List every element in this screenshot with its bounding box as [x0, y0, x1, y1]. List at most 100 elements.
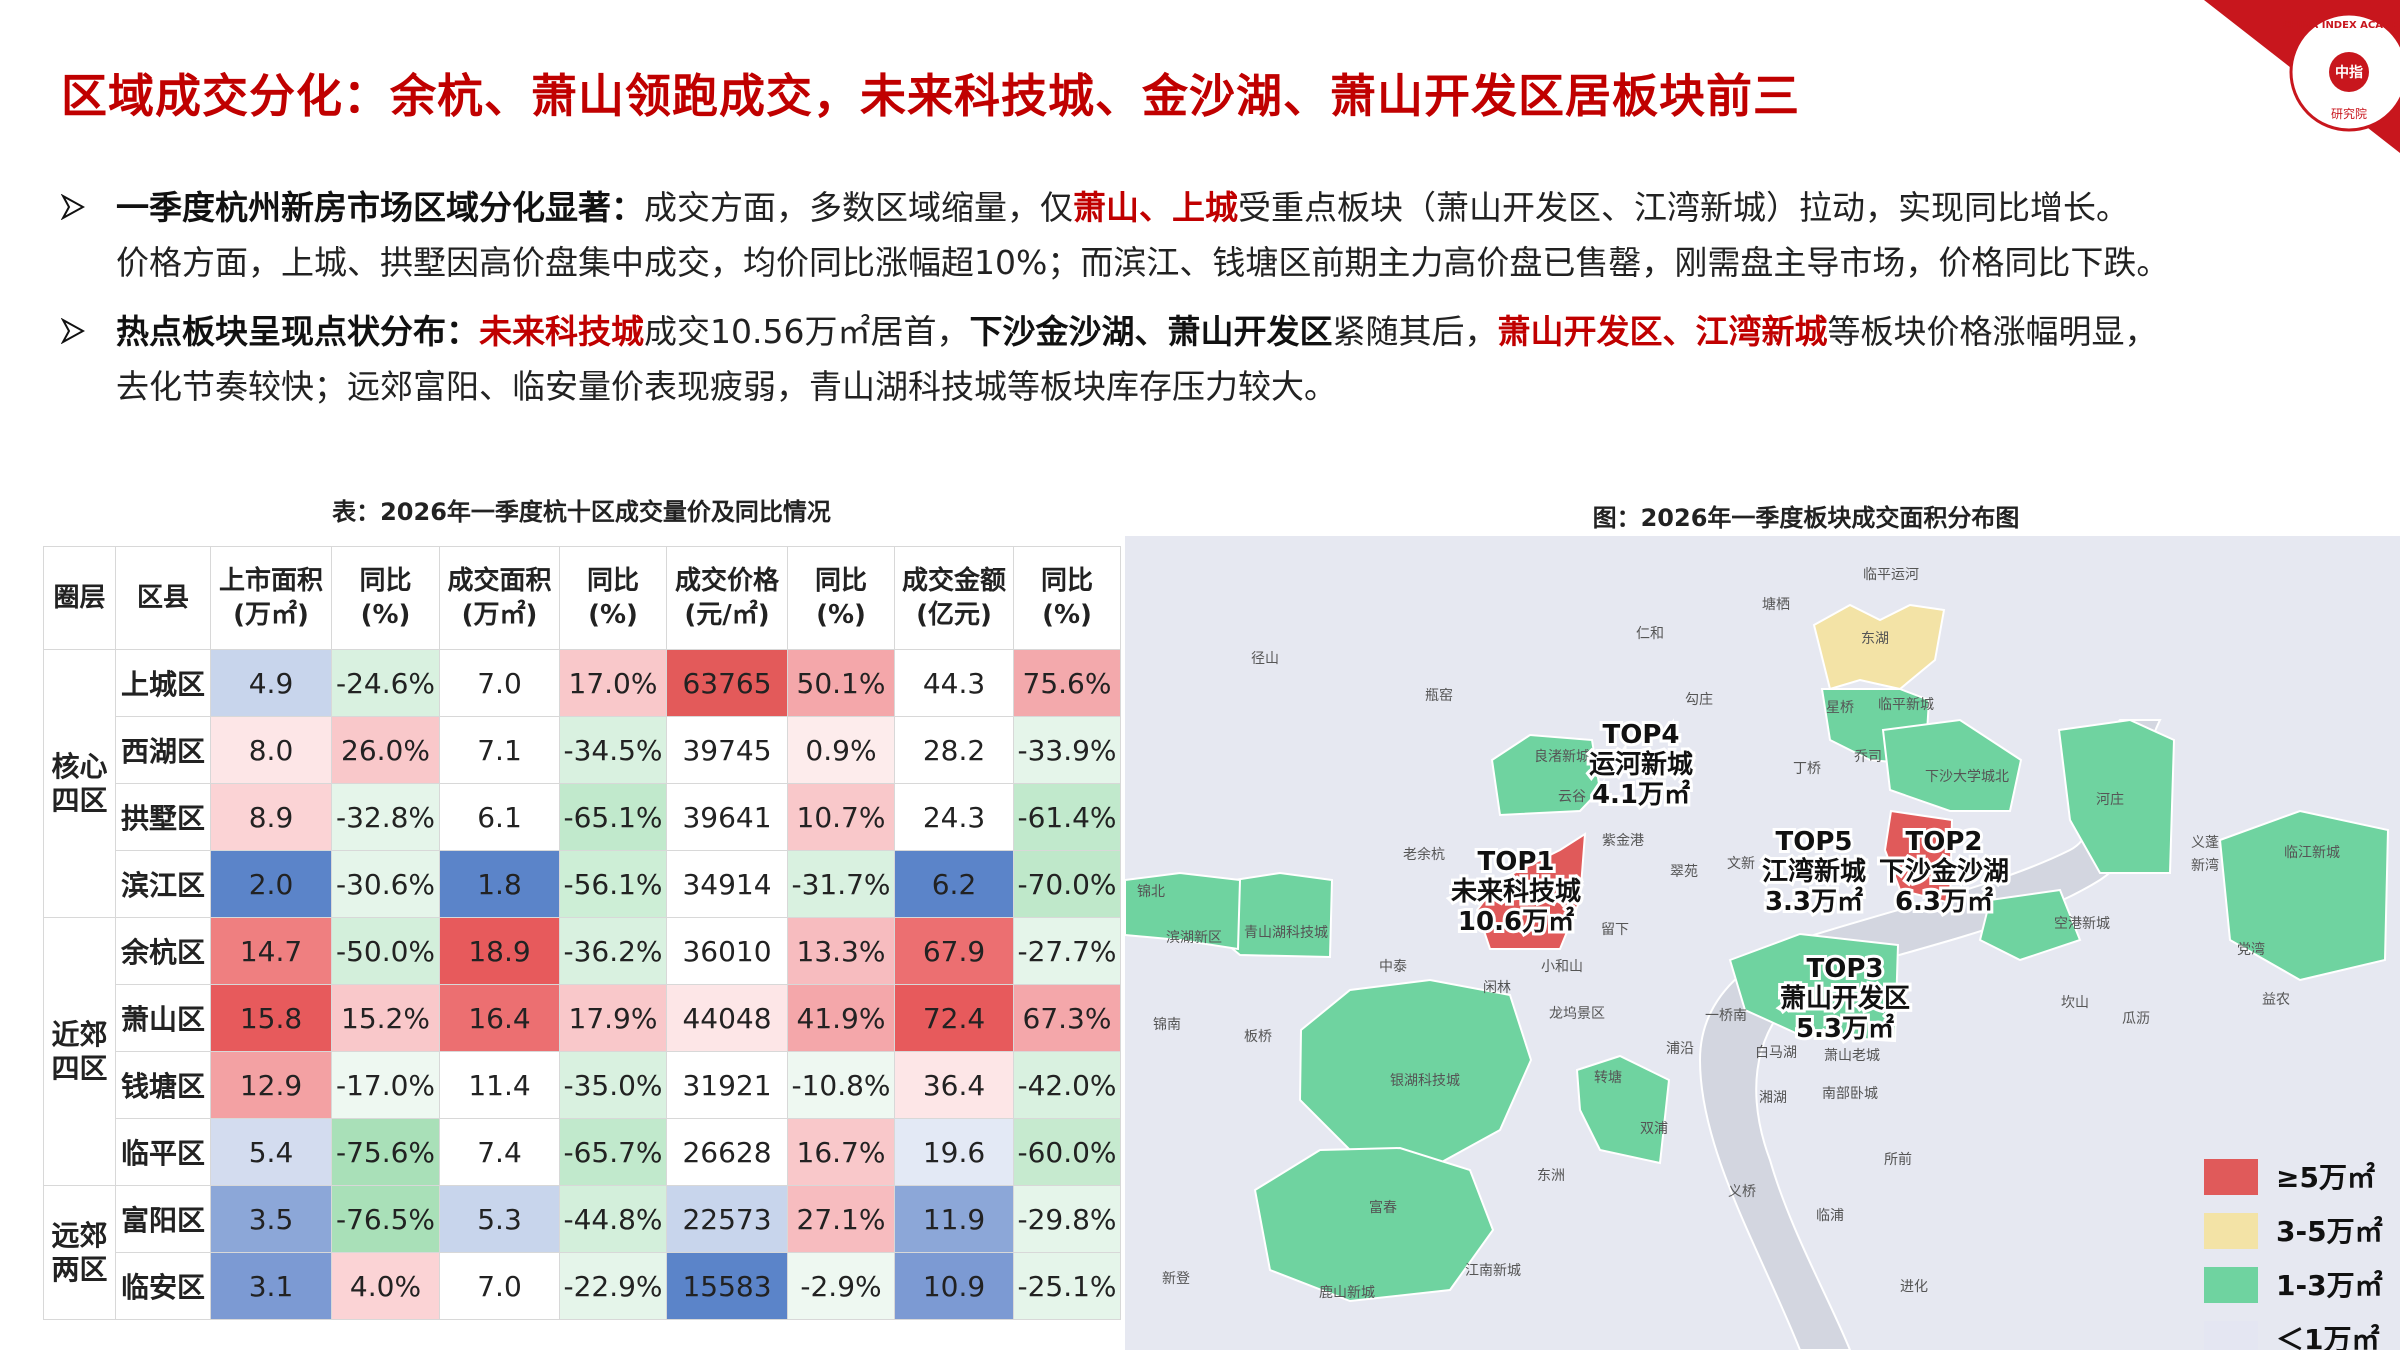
- value-cell: 44.3: [894, 649, 1014, 717]
- region-red: [1475, 832, 1587, 950]
- legend-label: 3-5万㎡: [2276, 1215, 2383, 1248]
- top-label: 6.3万㎡: [1895, 886, 1993, 917]
- region-green: [2057, 718, 2176, 874]
- place-label: 文新: [1727, 856, 1755, 872]
- place-label: 临平新城: [1878, 697, 1934, 713]
- value-cell: 27.1%: [787, 1185, 895, 1253]
- bullet-line: 价格方面，上城、拱墅因高价盘集中成交，均价同比涨幅超10%；而滨江、钱塘区前期主…: [116, 235, 2361, 290]
- header-cell: 同比 (%): [331, 546, 440, 650]
- value-cell: -30.6%: [331, 850, 440, 918]
- header-text: 同比: [359, 566, 412, 596]
- value-cell: -17.0%: [331, 1051, 440, 1119]
- district-cell: 临安区: [115, 1252, 211, 1320]
- place-label: 义桥: [1728, 1184, 1756, 1200]
- place-label: 径山: [1251, 651, 1279, 667]
- header-cell: 同比 (%): [787, 546, 895, 650]
- value-cell: -36.2%: [559, 917, 667, 985]
- value-cell: 7.4: [439, 1118, 560, 1186]
- value-cell: 10.7%: [787, 783, 895, 851]
- place-label: 闲林: [1483, 980, 1511, 996]
- value-cell: 8.0: [210, 716, 332, 784]
- place-label: 勾庄: [1685, 691, 1713, 708]
- place-label: 临江新城: [2284, 845, 2340, 861]
- place-label: 滨湖新区: [1166, 930, 1222, 946]
- text-segment: 萧山、上城: [1073, 188, 1238, 227]
- district-cell: 临平区: [115, 1118, 211, 1186]
- value-cell: -70.0%: [1013, 850, 1121, 918]
- place-label: 下沙大学城北: [1925, 769, 2009, 785]
- place-label: 白马湖: [1755, 1045, 1797, 1061]
- header-text: (%): [360, 600, 411, 630]
- region-green: [2218, 809, 2390, 982]
- value-cell: 14.7: [210, 917, 332, 985]
- place-label: 瓶窑: [1425, 687, 1453, 704]
- group-cell: 核心 四区: [43, 649, 116, 918]
- text-segment: 萧山开发区、江湾新城: [1497, 312, 1828, 351]
- value-cell: 67.3%: [1013, 984, 1121, 1052]
- district-cell: 萧山区: [115, 984, 211, 1052]
- value-cell: -42.0%: [1013, 1051, 1121, 1119]
- region-green: [1125, 871, 1242, 951]
- value-cell: 4.0%: [331, 1252, 440, 1320]
- value-cell: -29.8%: [1013, 1185, 1121, 1253]
- group-text: 近郊: [51, 1017, 108, 1051]
- value-cell: 11.9: [894, 1185, 1014, 1253]
- logo-mark: 中指: [2335, 64, 2363, 81]
- map-regions: [1125, 603, 2390, 1350]
- district-cell: 余杭区: [115, 917, 211, 985]
- header-cell: 圈层: [43, 546, 116, 650]
- data-table: 圈层 区县 上市面积 (万㎡) 同比 (%) 成交面积 (万㎡) 同比 (%) 成交价格 (元/㎡) 同…: [43, 546, 1121, 1320]
- place-label: 浦沿: [1666, 1041, 1694, 1057]
- bullet-arrow: [61, 194, 85, 220]
- place-label: 义蓬: [2191, 835, 2219, 851]
- legend-label: 1-3万㎡: [2276, 1269, 2383, 1302]
- value-cell: 7.0: [439, 1252, 560, 1320]
- place-label: 小和山: [1541, 959, 1583, 975]
- district-cell: 富阳区: [115, 1185, 211, 1253]
- value-cell: 67.9: [894, 917, 1014, 985]
- legend-swatch: [2204, 1267, 2258, 1303]
- place-label: 翠苑: [1670, 864, 1698, 880]
- top-label: TOP5: [1776, 827, 1853, 857]
- text-segment: 去化节奏较快；远郊富阳、临安量价表现疲弱，青山湖科技城等板块库存压力较大。: [116, 367, 1337, 406]
- value-cell: 63765: [666, 649, 788, 717]
- place-label: 新湾: [2191, 857, 2219, 874]
- value-cell: 36.4: [894, 1051, 1014, 1119]
- header-text: (元/㎡): [684, 600, 770, 630]
- value-cell: 17.9%: [559, 984, 667, 1052]
- value-cell: 15.2%: [331, 984, 440, 1052]
- header-text: (亿元): [916, 600, 992, 630]
- text-segment: 未来科技城: [479, 312, 644, 351]
- legend-label: ≥5万㎡: [2276, 1161, 2375, 1194]
- place-label: 坎山: [2061, 995, 2089, 1011]
- district-cell: 钱塘区: [115, 1051, 211, 1119]
- place-label: 星桥: [1826, 700, 1854, 716]
- place-label: 乔司: [1854, 749, 1882, 765]
- value-cell: 44048: [666, 984, 788, 1052]
- text-segment: 热点板块呈现点状分布：: [116, 312, 479, 351]
- value-cell: -24.6%: [331, 649, 440, 717]
- value-cell: -65.7%: [559, 1118, 667, 1186]
- header-text: 成交金额: [901, 566, 1006, 596]
- logo-cn: 研究院: [2331, 106, 2367, 121]
- table-row: 钱塘区 12.9 -17.0% 11.4 -35.0% 31921 -10.8% 36.4 -4…: [44, 1051, 1121, 1119]
- bullet-line: 热点板块呈现点状分布：未来科技城成交10.56万㎡居首，下沙金沙湖、萧山开发区紧…: [116, 304, 2361, 359]
- value-cell: 17.0%: [559, 649, 667, 717]
- place-label: 双浦: [1640, 1121, 1668, 1137]
- place-label: 富春: [1369, 1199, 1397, 1216]
- value-cell: 5.3: [439, 1185, 560, 1253]
- group-cell: 远郊 两区: [43, 1185, 116, 1320]
- text-segment: 受重点板块（萧山开发区、江湾新城）拉动，实现同比增长。: [1238, 188, 2129, 227]
- legend-swatch: [2204, 1321, 2258, 1350]
- place-label: 中泰: [1379, 959, 1407, 975]
- value-cell: -65.1%: [559, 783, 667, 851]
- slide-title: 区域成交分化：余杭、萧山领跑成交，未来科技城、金沙湖、萧山开发区居板块前三: [61, 69, 1800, 123]
- place-label: 新登: [1162, 1271, 1190, 1287]
- value-cell: 34914: [666, 850, 788, 918]
- value-cell: -61.4%: [1013, 783, 1121, 851]
- value-cell: 15.8: [210, 984, 332, 1052]
- group-cell: 近郊 四区: [43, 917, 116, 1186]
- place-label: 东湖: [1861, 631, 1889, 647]
- place-label: 良渚新城: [1534, 749, 1590, 765]
